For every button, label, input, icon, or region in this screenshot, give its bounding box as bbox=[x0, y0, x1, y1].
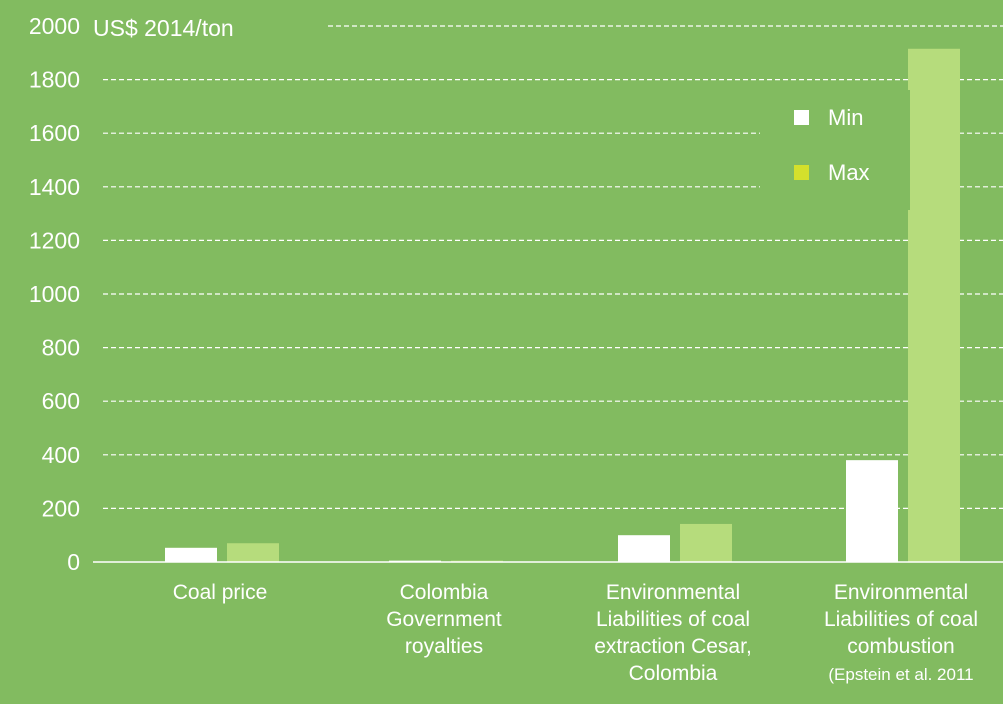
bar-max-2 bbox=[680, 523, 732, 562]
gridlines bbox=[103, 25, 1003, 509]
legend-label-min: Min bbox=[828, 105, 863, 130]
category-label-line: royalties bbox=[405, 635, 483, 658]
y-tick-label: 1800 bbox=[29, 67, 80, 93]
y-tick-label: 1600 bbox=[29, 120, 80, 146]
category-label-1: Colombia Government royalties bbox=[386, 581, 502, 658]
category-label-line: Colombia bbox=[629, 662, 718, 685]
bars bbox=[165, 48, 960, 562]
category-label-3: Environmental Liabilities of coal combusti… bbox=[824, 581, 978, 684]
y-tick-label: 600 bbox=[42, 388, 80, 414]
bar-max-0 bbox=[227, 543, 279, 562]
legend-label-max: Max bbox=[828, 160, 870, 185]
legend-swatch-max bbox=[794, 165, 809, 180]
category-labels: Coal price Colombia Government royalties Env… bbox=[173, 581, 978, 685]
category-label-line: Environmental bbox=[606, 581, 740, 604]
y-tick-label: 2000 bbox=[29, 13, 80, 39]
category-label-line: Environmental bbox=[834, 581, 968, 604]
y-tick-label: 400 bbox=[42, 442, 80, 468]
legend-box bbox=[760, 90, 910, 210]
y-tick-label: 1000 bbox=[29, 281, 80, 307]
y-tick-label: 0 bbox=[67, 549, 80, 575]
y-tick-label: 800 bbox=[42, 335, 80, 361]
y-tick-label: 1200 bbox=[29, 227, 80, 253]
category-label-line: Government bbox=[386, 608, 502, 631]
bar-min-0 bbox=[165, 547, 217, 562]
category-label-0: Coal price bbox=[173, 581, 268, 604]
category-label-2: Environmental Liabilities of coal extracti… bbox=[594, 581, 752, 685]
category-label-line: Liabilities of coal bbox=[596, 608, 750, 631]
category-note: (Epstein et al. 2011 bbox=[828, 665, 973, 684]
y-tick-label: 200 bbox=[42, 495, 80, 521]
bar-max-3 bbox=[908, 48, 960, 562]
category-label-line: combustion bbox=[847, 635, 954, 658]
category-label-line: extraction Cesar, bbox=[594, 635, 752, 658]
y-tick-label: 1400 bbox=[29, 174, 80, 200]
category-label-line: Colombia bbox=[400, 581, 489, 604]
bar-min-3 bbox=[846, 460, 898, 562]
y-axis-ticks: 0 200 400 600 800 1000 1200 1400 1600 1800 2000 bbox=[29, 13, 80, 575]
category-label-line: Liabilities of coal bbox=[824, 608, 978, 631]
legend: Min Max bbox=[760, 90, 910, 210]
legend-swatch-min bbox=[794, 110, 809, 125]
bar-min-2 bbox=[618, 535, 670, 562]
category-label-line: Coal price bbox=[173, 581, 268, 604]
y-axis-unit-label: US$ 2014/ton bbox=[93, 15, 234, 41]
